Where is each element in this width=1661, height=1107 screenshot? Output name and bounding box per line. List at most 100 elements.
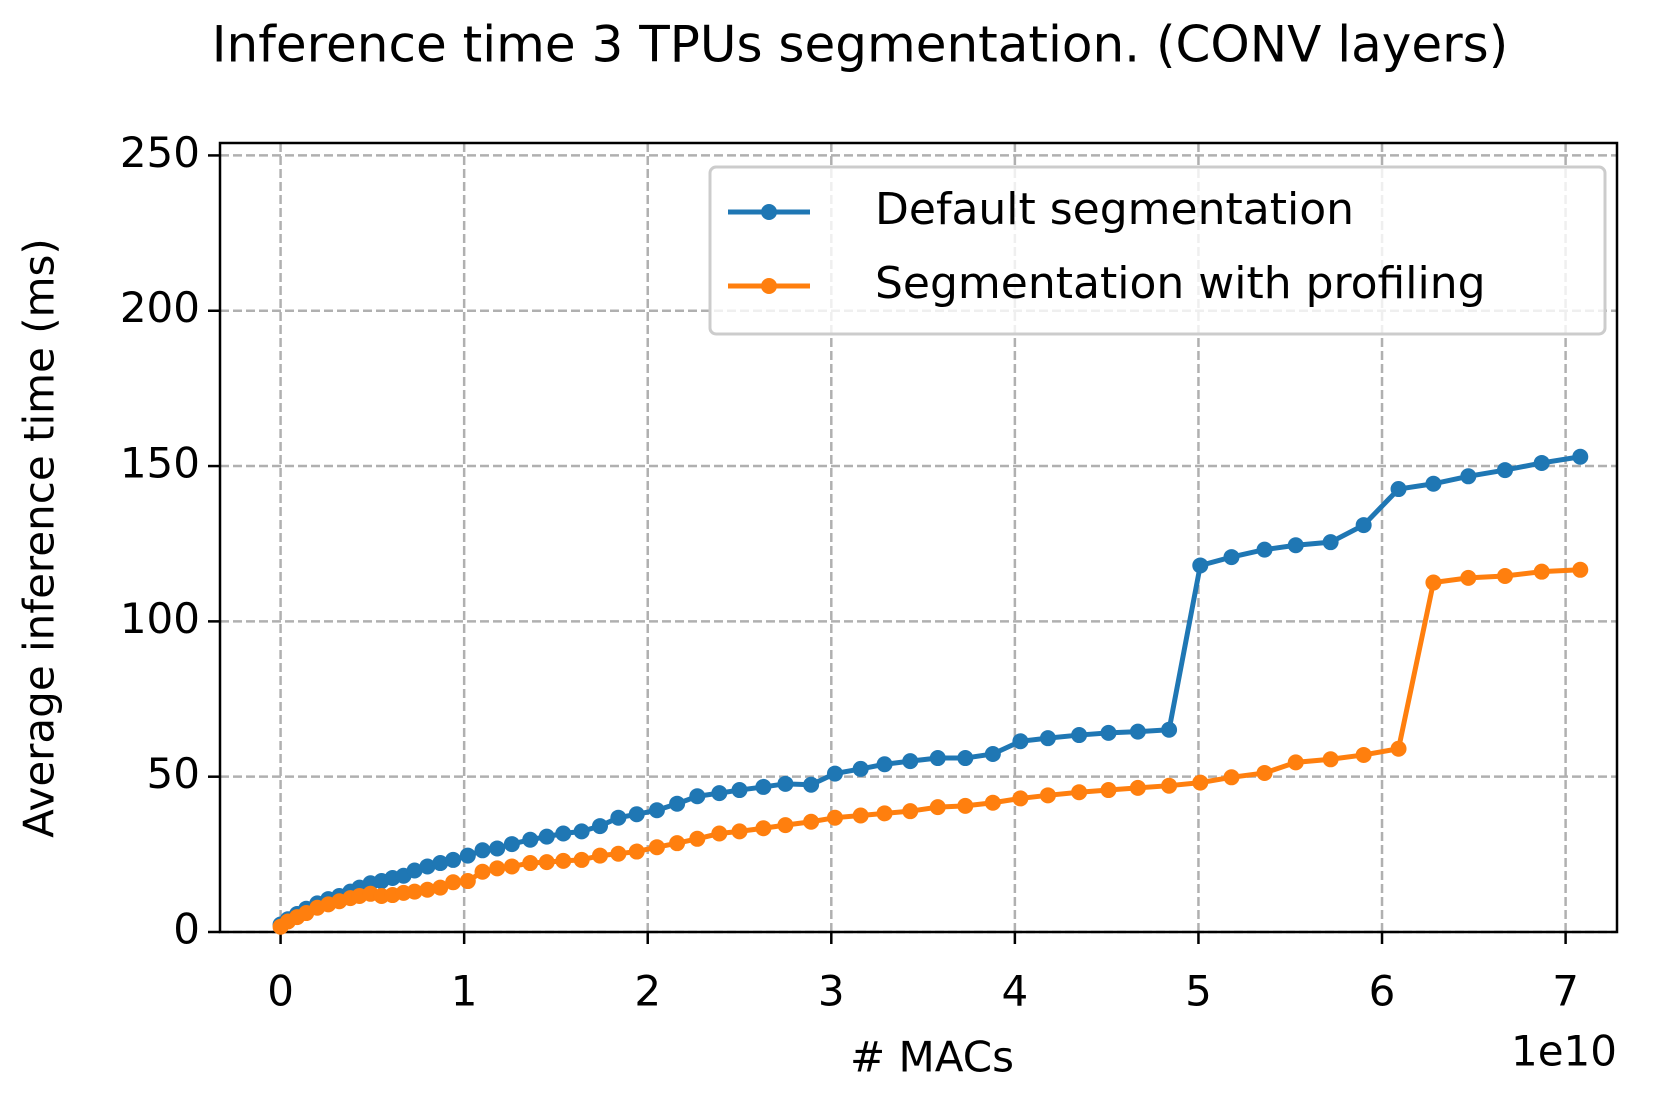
point [902, 753, 919, 770]
point [826, 765, 843, 782]
point [474, 842, 491, 859]
point [1390, 481, 1407, 498]
point [852, 807, 869, 824]
point [1129, 779, 1146, 796]
point [984, 794, 1001, 811]
point [1287, 537, 1304, 554]
point [1497, 568, 1514, 585]
x-tick-label: 4 [1002, 967, 1029, 1016]
point [689, 788, 706, 805]
point [503, 858, 520, 875]
point [1390, 740, 1407, 757]
point [984, 746, 1001, 763]
legend-marker [761, 278, 777, 294]
point [503, 836, 520, 853]
point [648, 802, 665, 819]
point [555, 852, 572, 869]
point [591, 818, 608, 835]
point [573, 851, 590, 868]
point [419, 881, 436, 898]
point [669, 835, 686, 852]
point [1287, 754, 1304, 771]
point [1192, 774, 1209, 791]
y-tick-label: 0 [173, 905, 200, 954]
y-tick-label: 150 [120, 439, 200, 488]
point [1256, 541, 1273, 558]
point [803, 776, 820, 793]
x-tick-label: 5 [1185, 967, 1212, 1016]
point [731, 823, 748, 840]
point [902, 803, 919, 820]
point [777, 775, 794, 792]
x-tick-label: 0 [267, 967, 294, 1016]
point [1192, 557, 1209, 574]
point [573, 823, 590, 840]
point [1533, 454, 1550, 471]
legend-marker [761, 204, 777, 220]
point [489, 860, 506, 877]
point [1572, 561, 1589, 578]
y-tick-label: 100 [120, 594, 200, 643]
point [1425, 574, 1442, 591]
point [957, 750, 974, 767]
point [711, 825, 728, 842]
point [1322, 534, 1339, 551]
point [1100, 724, 1117, 741]
point [777, 817, 794, 834]
point [555, 825, 572, 842]
point [876, 756, 893, 773]
point [591, 847, 608, 864]
point [419, 858, 436, 875]
point [538, 828, 555, 845]
point [1355, 746, 1372, 763]
point [1071, 727, 1088, 744]
point [628, 843, 645, 860]
point [1161, 721, 1178, 738]
point [1039, 730, 1056, 747]
y-tick-label: 250 [120, 128, 200, 177]
point [432, 879, 449, 896]
point [755, 820, 772, 837]
legend-label: Default segmentation [875, 184, 1354, 235]
point [538, 854, 555, 871]
y-tick-label: 50 [147, 749, 200, 798]
point [689, 830, 706, 847]
x-tick-label: 7 [1552, 967, 1579, 1016]
chart-title: Inference time 3 TPUs segmentation. (CON… [212, 16, 1508, 74]
point [1129, 723, 1146, 740]
point [929, 799, 946, 816]
point [1012, 790, 1029, 807]
x-tick-label: 2 [634, 967, 661, 1016]
point [610, 845, 627, 862]
point [1425, 475, 1442, 492]
point [755, 778, 772, 795]
point [459, 873, 476, 890]
x-tick-label: 6 [1369, 967, 1396, 1016]
point [648, 839, 665, 856]
point [1355, 517, 1372, 534]
point [1071, 784, 1088, 801]
y-axis-label: Average inference time (ms) [15, 238, 64, 838]
legend-label: Segmentation with profiling [875, 258, 1486, 309]
point [1223, 769, 1240, 786]
x-tick-label: 3 [818, 967, 845, 1016]
point [852, 760, 869, 777]
point [459, 847, 476, 864]
point [826, 809, 843, 826]
point [474, 863, 491, 880]
point [711, 785, 728, 802]
x-offset-label: 1e10 [1511, 1027, 1617, 1076]
point [1100, 782, 1117, 799]
point [929, 750, 946, 767]
point [957, 797, 974, 814]
point [628, 806, 645, 823]
point [406, 862, 423, 879]
point [445, 851, 462, 868]
point [1039, 787, 1056, 804]
point [803, 813, 820, 830]
point [610, 809, 627, 826]
point [1223, 549, 1240, 566]
y-tick-label: 200 [120, 283, 200, 332]
point [1256, 764, 1273, 781]
